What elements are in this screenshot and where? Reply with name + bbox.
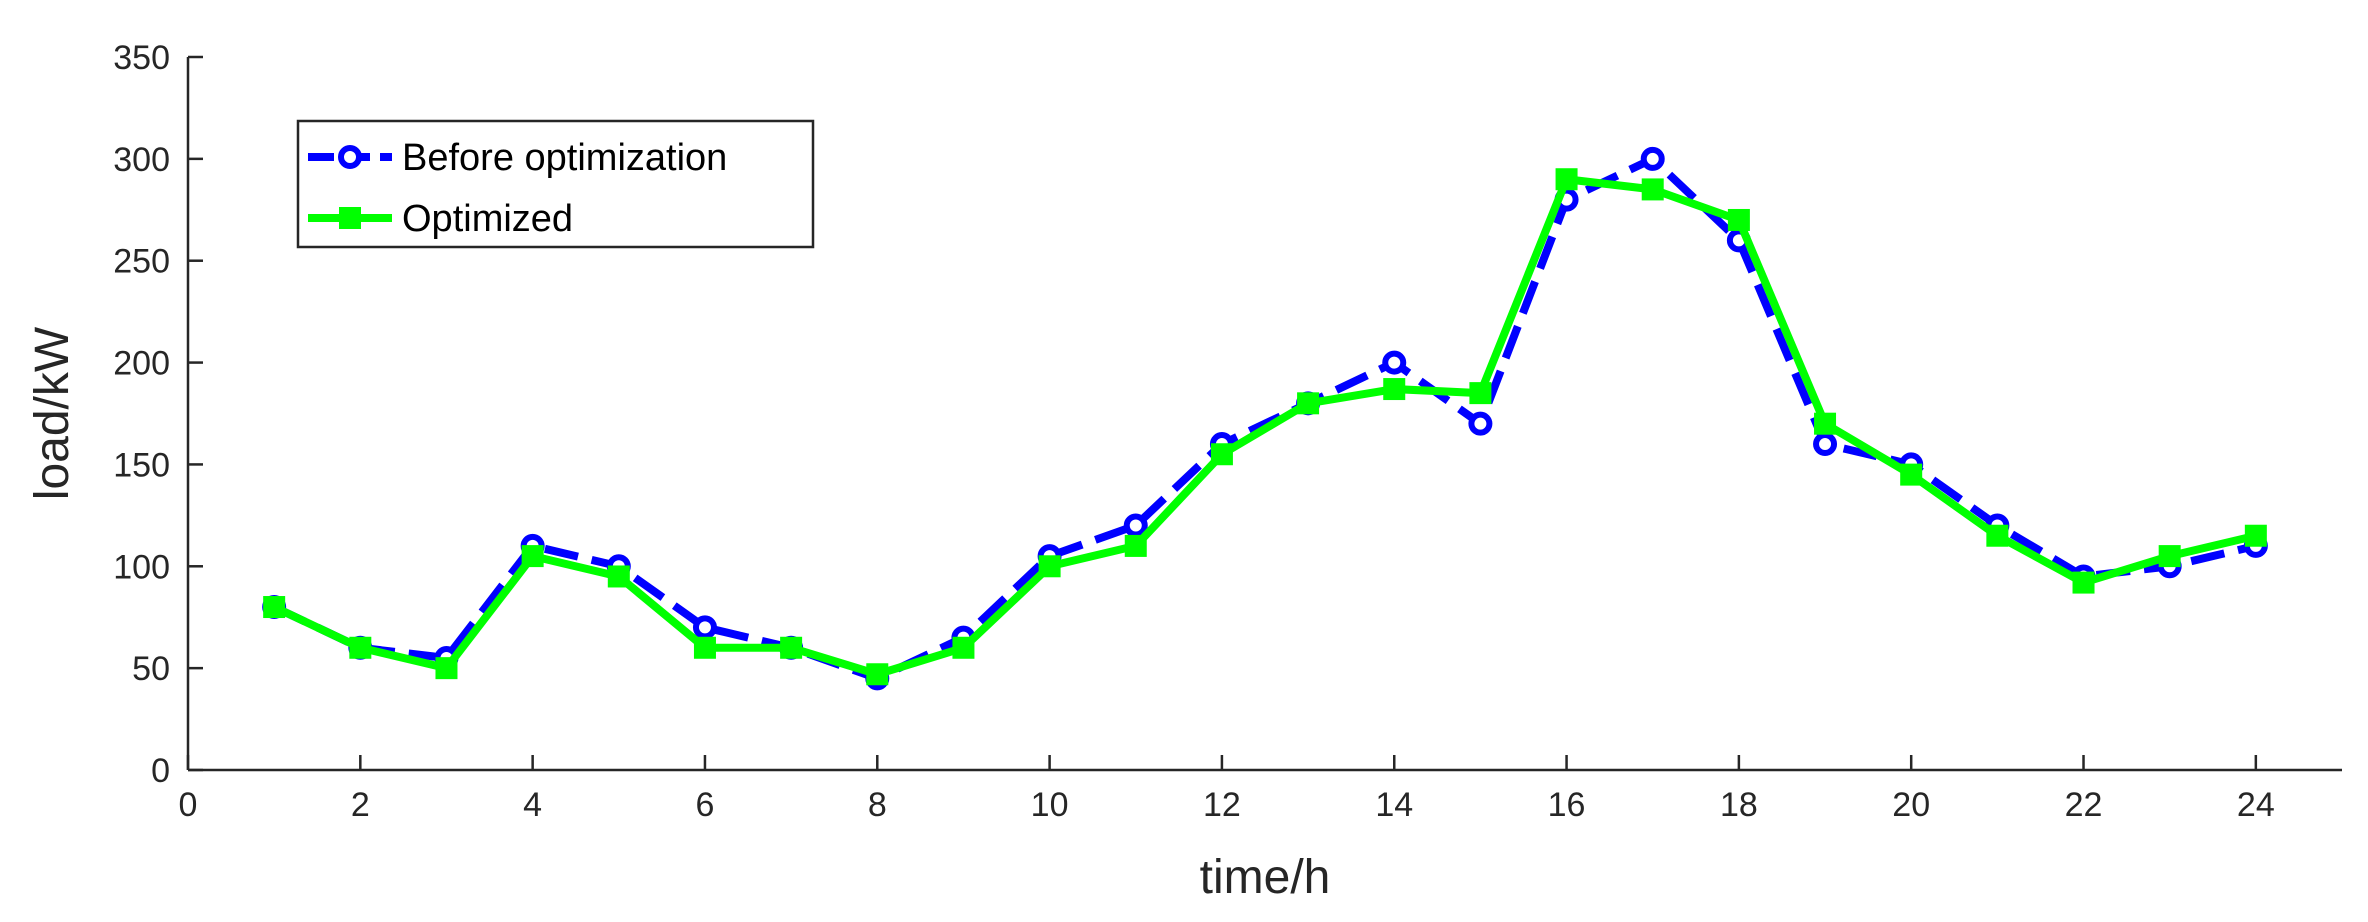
legend: Before optimization Optimized bbox=[296, 119, 815, 249]
series-line bbox=[272, 154, 2257, 683]
y-tick-label: 250 bbox=[113, 243, 170, 281]
square-point bbox=[1038, 555, 1061, 578]
x-tick-label: 16 bbox=[1548, 786, 1586, 824]
square-point bbox=[1297, 392, 1320, 415]
legend-box bbox=[296, 119, 815, 249]
circle-point bbox=[1123, 513, 1148, 538]
x-tick-label: 2 bbox=[351, 786, 370, 824]
circle-point bbox=[1813, 432, 1838, 457]
square-point bbox=[1124, 534, 1147, 557]
square-point bbox=[435, 657, 458, 680]
y-tick-label: 350 bbox=[113, 39, 170, 77]
x-tick-label: 18 bbox=[1720, 786, 1758, 824]
square-point bbox=[607, 565, 630, 588]
circle-point bbox=[1468, 411, 1493, 436]
square-point bbox=[1727, 208, 1750, 231]
square-point bbox=[1986, 524, 2009, 547]
circle-point bbox=[1640, 146, 1665, 171]
x-tick-label: 8 bbox=[868, 786, 887, 824]
square-point bbox=[1641, 178, 1664, 201]
square-point bbox=[1814, 412, 1837, 435]
square-point bbox=[2244, 524, 2267, 547]
x-axis-title: time/h bbox=[1200, 851, 1331, 904]
y-axis-title: load/kW bbox=[26, 326, 79, 500]
legend-marker bbox=[339, 207, 361, 229]
y-tick-label: 50 bbox=[132, 650, 170, 688]
x-tick-label: 22 bbox=[2065, 786, 2103, 824]
y-tick-label: 100 bbox=[113, 548, 170, 586]
y-tick-label: 0 bbox=[151, 752, 170, 790]
x-tick-label: 14 bbox=[1375, 786, 1413, 824]
x-tick-label: 6 bbox=[695, 786, 714, 824]
square-point bbox=[693, 636, 716, 659]
x-tick-label: 12 bbox=[1203, 786, 1241, 824]
square-point bbox=[1469, 382, 1492, 405]
series-layer bbox=[262, 146, 2268, 691]
square-point bbox=[263, 596, 286, 619]
x-tick-label: 20 bbox=[1892, 786, 1930, 824]
axes: 0 2 4 6 8 10 12 14 16 18 20 22 240501001502002503003… bbox=[113, 39, 2342, 824]
square-point bbox=[1210, 443, 1233, 466]
square-point bbox=[780, 636, 803, 659]
x-tick-label: 24 bbox=[2237, 786, 2275, 824]
y-tick-label: 300 bbox=[113, 141, 170, 179]
y-tick-label: 200 bbox=[113, 345, 170, 383]
square-point bbox=[952, 636, 975, 659]
square-point bbox=[349, 636, 372, 659]
series-1 bbox=[263, 168, 2267, 686]
x-tick-label: 10 bbox=[1031, 786, 1069, 824]
y-tick-label: 150 bbox=[113, 446, 170, 484]
series-line bbox=[272, 175, 2257, 679]
square-point bbox=[521, 545, 544, 568]
x-tick-label: 0 bbox=[179, 786, 198, 824]
square-point bbox=[1383, 378, 1406, 401]
legend-marker bbox=[338, 145, 362, 169]
square-point bbox=[866, 663, 889, 686]
legend-label: Optimized bbox=[402, 198, 573, 240]
square-point bbox=[2158, 545, 2181, 568]
legend-label: Before optimization bbox=[402, 137, 727, 179]
square-point bbox=[1555, 168, 1578, 191]
square-point bbox=[2072, 571, 2095, 594]
circle-point bbox=[1382, 350, 1407, 375]
circle-point bbox=[692, 615, 717, 640]
square-point bbox=[1900, 463, 1923, 486]
x-tick-label: 4 bbox=[523, 786, 542, 824]
